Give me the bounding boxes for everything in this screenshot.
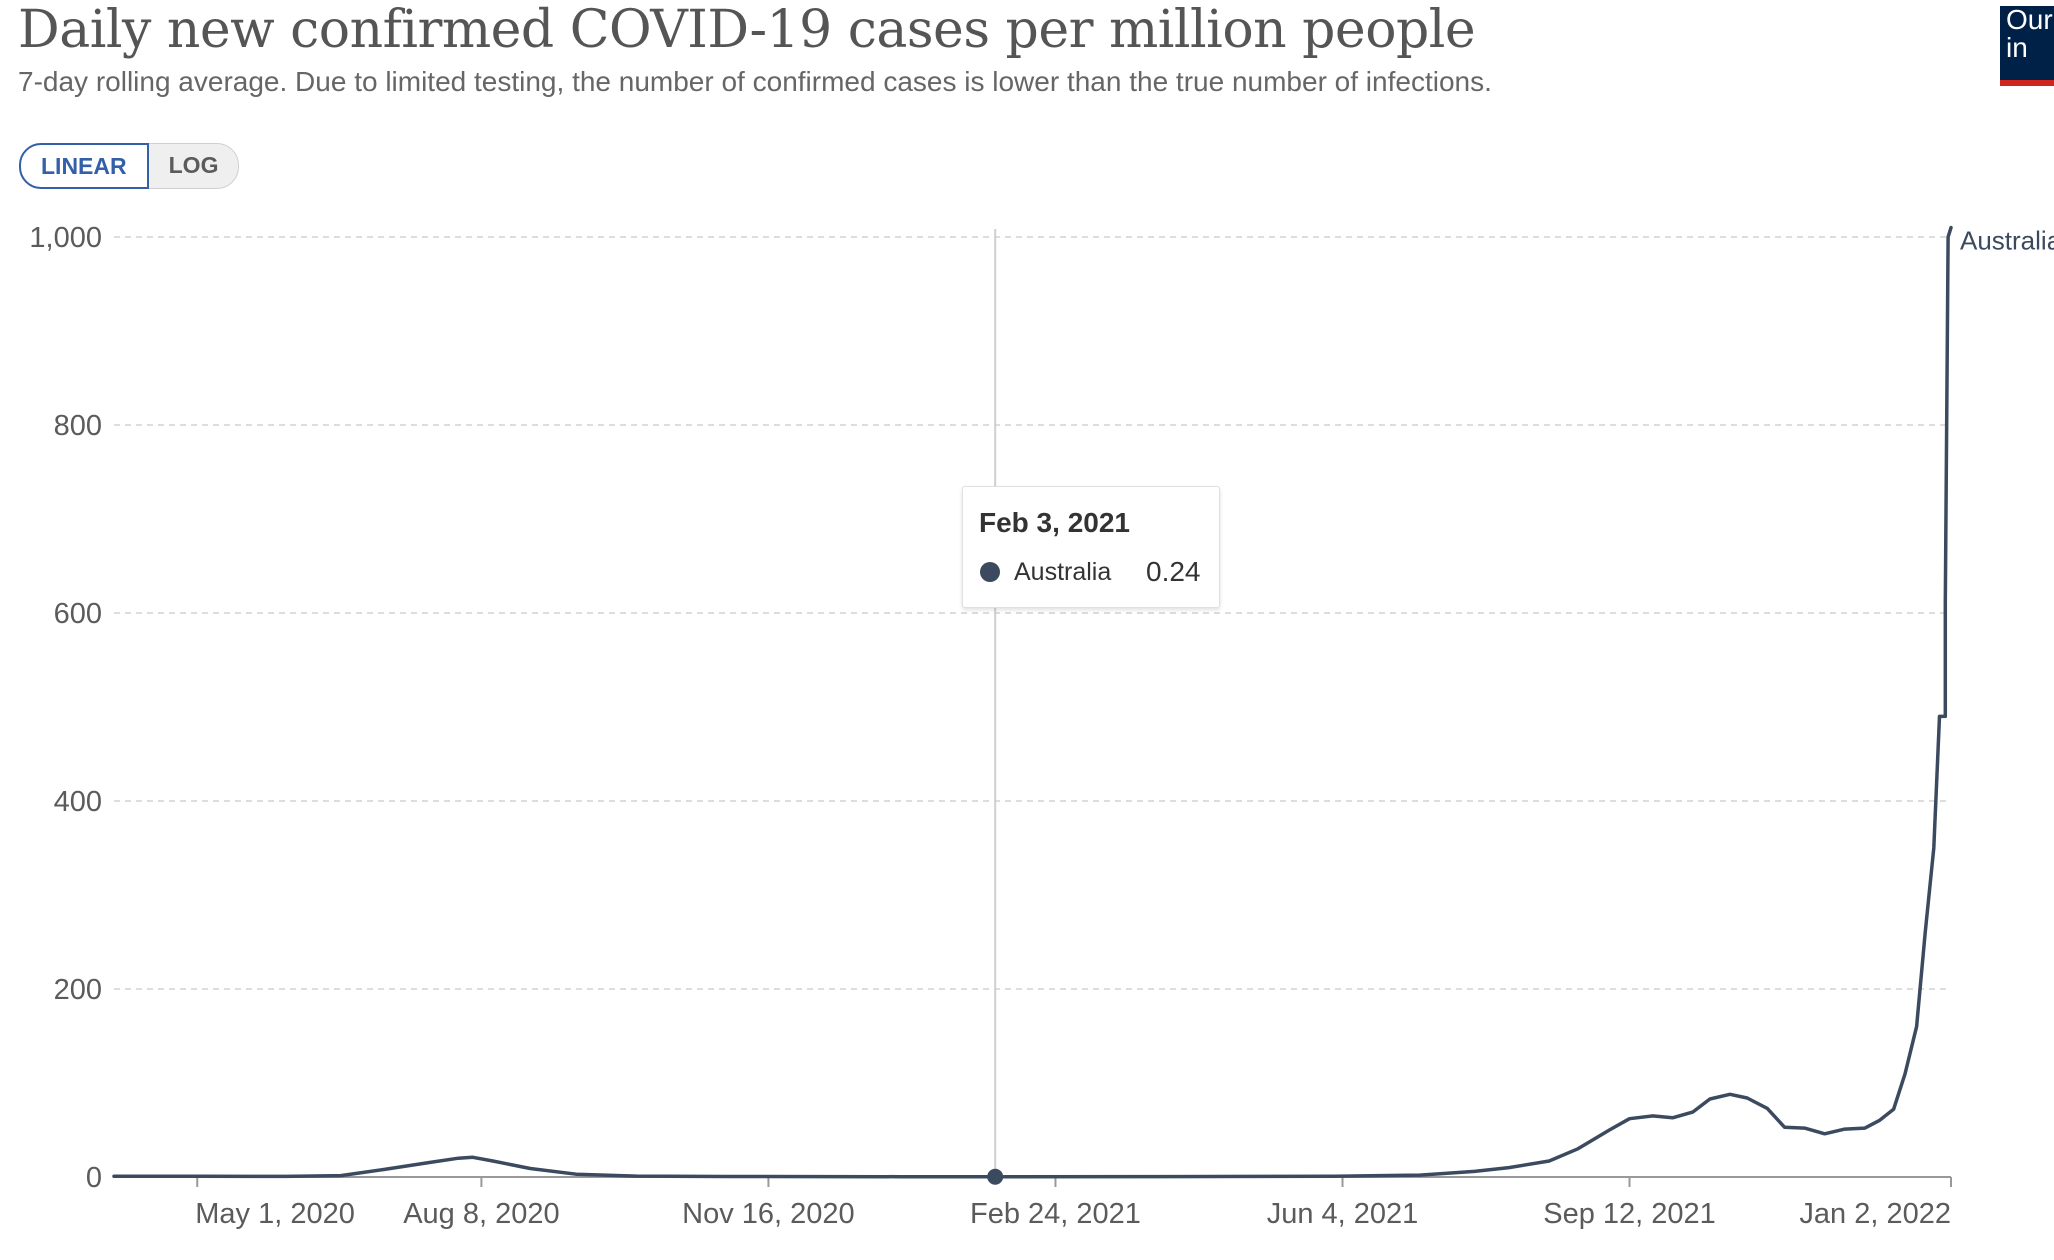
series-group: Australia bbox=[112, 225, 2054, 1185]
y-tick-label: 1,000 bbox=[29, 222, 102, 254]
x-tick-label: Sep 12, 2021 bbox=[1543, 1198, 1716, 1230]
series-line-australia bbox=[112, 225, 1953, 1179]
y-tick-label: 0 bbox=[86, 1162, 102, 1194]
y-tick-label: 400 bbox=[54, 786, 102, 818]
x-tick-label: Aug 8, 2020 bbox=[403, 1198, 559, 1230]
hover-point bbox=[987, 1168, 1004, 1185]
x-tick-label: May 1, 2020 bbox=[195, 1198, 355, 1230]
y-axis: 0 200 400 600 800 1,000 bbox=[29, 222, 102, 1194]
scale-toggle: LINEAR LOG bbox=[19, 143, 240, 189]
tooltip-series-dot bbox=[980, 562, 1000, 582]
linear-scale-button[interactable]: LINEAR bbox=[19, 143, 149, 189]
y-tick-label: 600 bbox=[54, 598, 102, 630]
x-tick-label: Jan 2, 2022 bbox=[1799, 1198, 1951, 1230]
chart-subtitle: 7-day rolling average. Due to limited te… bbox=[18, 66, 1492, 97]
log-scale-button[interactable]: LOG bbox=[168, 152, 219, 178]
gridlines bbox=[114, 236, 1951, 990]
x-tick-label: Jun 4, 2021 bbox=[1267, 1198, 1419, 1230]
tooltip: Feb 3, 2021 Australia 0.24 bbox=[962, 486, 1220, 608]
tooltip-value: 0.24 bbox=[1146, 556, 1201, 587]
y-tick-label: 800 bbox=[54, 410, 102, 442]
x-tick-label: Nov 16, 2020 bbox=[682, 1198, 855, 1230]
y-tick-label: 200 bbox=[54, 974, 102, 1006]
tooltip-date: Feb 3, 2021 bbox=[979, 507, 1130, 538]
series-end-label: Australia bbox=[1960, 226, 2054, 256]
chart-title: Daily new confirmed COVID-19 cases per m… bbox=[18, 0, 1476, 60]
owid-logo[interactable]: Our in bbox=[2000, 6, 2054, 86]
tooltip-series-name: Australia bbox=[1014, 558, 1112, 586]
x-axis: May 1, 2020 Aug 8, 2020 Nov 16, 2020 Feb 24… bbox=[114, 1176, 1952, 1230]
x-tick-label: Feb 24, 2021 bbox=[970, 1198, 1141, 1230]
logo-line-2: in bbox=[2006, 32, 2028, 63]
logo-line-1: Our bbox=[2006, 6, 2053, 35]
